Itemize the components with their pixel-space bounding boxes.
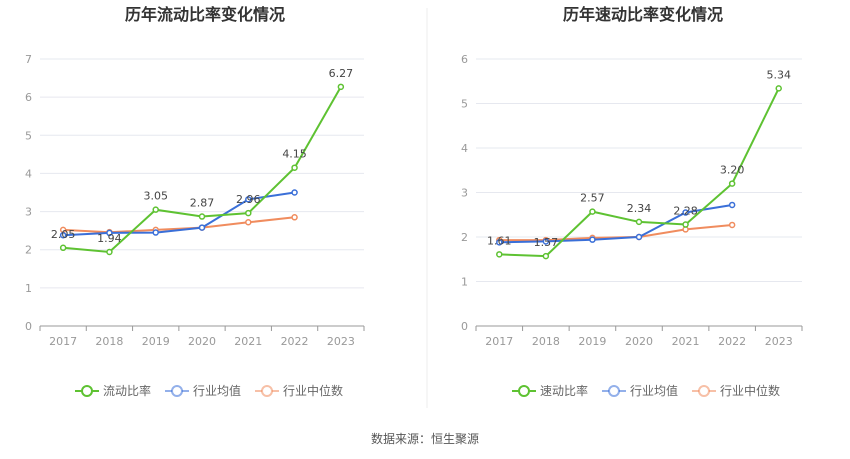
data-point-industry_avg [198,224,206,231]
y-tick-label: 6 [461,53,468,66]
data-point-industry_avg [682,209,689,216]
data-point-company [728,180,736,187]
data-point-company [775,85,782,92]
x-tick-label: 2022 [718,335,746,348]
data-point-industry_avg [152,229,159,236]
legend-label: 速动比率 [540,383,588,398]
y-tick-label: 7 [25,53,32,66]
data-point-company [542,252,550,260]
legend-marker [698,385,710,397]
y-tick-label: 2 [25,244,32,257]
data-label: 2.28 [673,205,698,218]
data-label: 2.96 [236,193,261,206]
data-label: 2.05 [51,228,76,241]
data-label: 2.87 [190,197,215,210]
data-point-company [106,248,113,256]
current-ratio-chart: 历年流动比率变化情况 0 1 2 3 4 5 6 7 2017 2018 2019 2020 2021 20… [25,5,365,398]
legend-label: 流动比率 [103,383,151,398]
data-point-industry_avg [245,196,252,203]
data-point-company [198,213,206,220]
x-tick-label: 2021 [672,335,700,348]
data-label: 6.27 [329,67,354,80]
x-tick-label: 2018 [95,335,123,348]
series-line-industry_median [63,216,295,234]
y-tick-label: 1 [25,282,32,295]
data-label: 5.34 [766,68,791,81]
legend-marker [171,385,183,397]
data-point-industry_avg [291,189,298,196]
data-label: 3.20 [720,164,745,177]
y-tick-label: 1 [461,276,468,289]
y-tick-label: 4 [461,142,468,155]
legend-item-industry_avg: 行业均值 [602,383,678,398]
data-label: 1.57 [534,236,559,249]
x-tick-label: 2017 [485,335,513,348]
chart-title: 历年速动比率变化情况 [563,5,723,24]
data-point-industry_avg [589,236,596,243]
data-point-industry_avg [635,233,643,241]
data-label: 4.15 [282,148,307,161]
data-point-industry_avg [496,239,503,246]
data-point-company [682,221,689,228]
quick-ratio-chart: 历年速动比率变化情况 0 1 2 3 4 5 6 2017 2018 2019 2020 2021 202… [461,5,803,398]
data-point-industry_avg [106,229,113,237]
data-point-company [589,208,596,215]
y-tick-label: 4 [25,167,32,180]
y-tick-label: 3 [25,206,32,219]
legend-label: 行业中位数 [720,383,780,398]
legend-marker [518,385,530,397]
legend-label: 行业均值 [193,383,241,398]
y-tick-label: 5 [461,98,468,111]
x-tick-label: 2020 [188,335,216,348]
data-point-company [245,209,252,217]
data-point-industry_avg [728,201,736,209]
data-point-industry_avg [59,231,67,239]
legend-item-industry_avg: 行业均值 [165,383,241,398]
chart-title: 历年流动比率变化情况 [125,5,285,24]
y-tick-label: 5 [25,129,32,142]
data-label: 2.57 [580,192,605,205]
x-tick-label: 2019 [578,335,606,348]
legend-item-industry_median: 行业中位数 [692,383,780,398]
data-label: 1.61 [487,234,512,247]
legend-marker [81,385,93,397]
data-point-industry_median [728,221,736,229]
data-point-company [152,206,159,213]
data-label: 2.34 [627,202,652,215]
data-label: 3.05 [143,190,168,203]
y-tick-label: 0 [461,320,468,333]
legend-item-company: 流动比率 [75,383,151,398]
x-tick-label: 2023 [765,335,793,348]
data-point-industry_avg [542,238,550,245]
data-point-company [291,164,298,171]
legend-label: 行业中位数 [283,383,343,398]
data-point-industry_median [245,219,252,226]
data-point-company [635,218,643,226]
series-line-industry_avg [63,191,295,237]
x-tick-label: 2021 [234,335,262,348]
legend-item-industry_median: 行业中位数 [255,383,343,398]
legend-label: 行业均值 [630,383,678,398]
data-point-company [59,244,67,252]
legend-marker [261,385,273,397]
data-point-company [337,83,345,91]
x-tick-label: 2019 [142,335,170,348]
x-tick-label: 2022 [281,335,309,348]
y-tick-label: 3 [461,187,468,200]
x-tick-label: 2017 [49,335,77,348]
y-tick-label: 0 [25,320,32,333]
data-point-company [496,251,503,258]
x-tick-label: 2023 [327,335,355,348]
data-label: 1.94 [97,232,122,245]
x-tick-label: 2018 [532,335,560,348]
x-tick-label: 2020 [625,335,653,348]
y-tick-label: 2 [461,231,468,244]
y-tick-label: 6 [25,91,32,104]
data-source-text: 数据来源：恒生聚源 [371,431,479,446]
legend-item-company: 速动比率 [512,383,588,398]
legend-marker [608,385,620,397]
data-point-industry_median [291,214,298,221]
series-line-industry_avg [499,204,733,244]
